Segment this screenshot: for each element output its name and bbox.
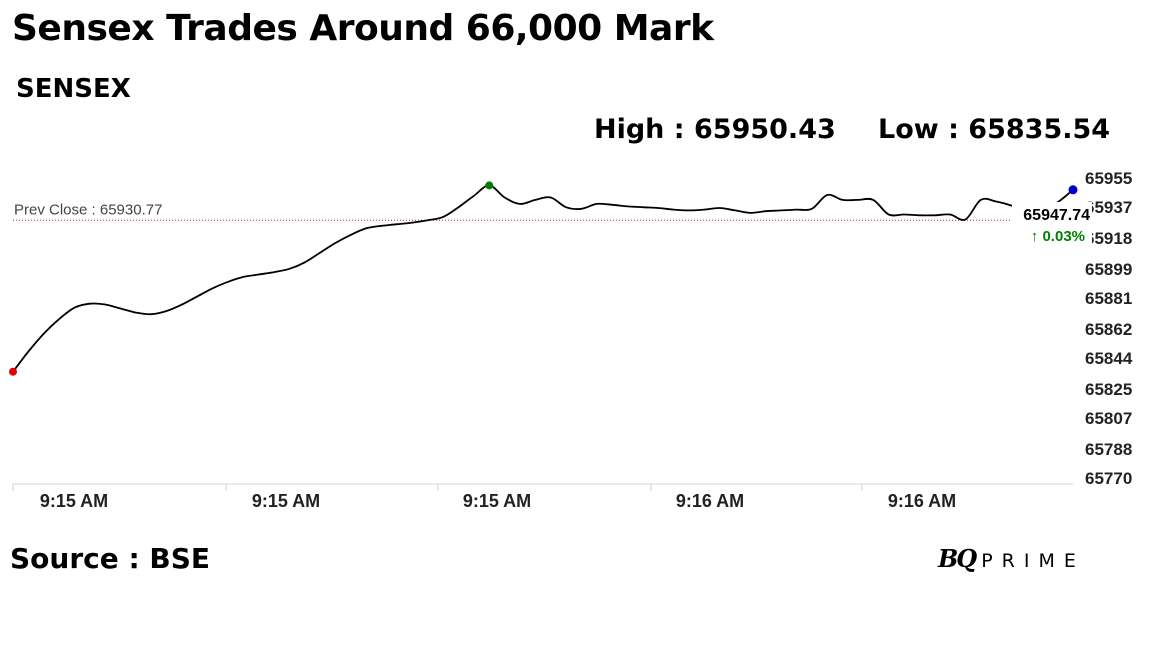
day-low-label: Low : 65835.54	[878, 114, 1111, 145]
markers-group	[9, 181, 1078, 376]
sensex-line-chart: 9:15 AM 9:15 AM 9:15 AM 9:16 AM 9:16 AM 6595…	[9, 169, 1133, 511]
start-point	[9, 367, 17, 376]
x-axis: 9:15 AM 9:15 AM 9:15 AM 9:16 AM 9:16 AM	[12, 483, 1073, 511]
last-point	[1068, 185, 1078, 195]
y-tick-label: 65862	[1085, 320, 1132, 339]
last-price-change: ↑ 0.03%	[1031, 228, 1085, 245]
logo-mark: BQ	[938, 544, 977, 573]
series-group	[12, 184, 1074, 373]
y-tick-label: 65825	[1085, 380, 1132, 399]
bq-prime-logo: BQ PRIME	[938, 544, 1085, 573]
prev-close-label: Prev Close : 65930.77	[14, 201, 162, 218]
last-price-bg	[1012, 202, 1092, 246]
sensex-series-line	[12, 184, 1074, 373]
last-price-value: 65947.74	[1023, 207, 1090, 224]
last-price-group: 65947.74 ↑ 0.03%	[1012, 202, 1092, 246]
y-tick-label: 65807	[1085, 409, 1132, 428]
x-tick-label: 9:16 AM	[676, 491, 744, 511]
source-note: Source : BSE	[10, 542, 211, 575]
y-tick-label: 65770	[1085, 469, 1132, 488]
y-tick-label: 65918	[1085, 229, 1132, 248]
y-tick-label: 65937	[1085, 198, 1132, 217]
y-tick-label: 65955	[1085, 169, 1132, 188]
y-axis: 65955 65937 65918 65899 65881 65862 65844 65825…	[1085, 169, 1133, 488]
prev-close-group: Prev Close : 65930.77	[13, 201, 1073, 221]
index-name: SENSEX	[16, 74, 131, 104]
x-tick-label: 9:15 AM	[252, 491, 320, 511]
day-high-label: High : 65950.43	[594, 114, 836, 145]
x-tick-label: 9:15 AM	[40, 491, 108, 511]
y-tick-label: 65788	[1085, 440, 1132, 459]
logo-word: PRIME	[981, 550, 1085, 572]
y-tick-label: 65844	[1085, 349, 1133, 368]
y-tick-label: 65899	[1085, 260, 1132, 279]
high-point	[485, 181, 494, 190]
y-tick-label: 65881	[1085, 289, 1132, 308]
x-tick-label: 9:16 AM	[888, 491, 956, 511]
x-tick-label: 9:15 AM	[463, 491, 531, 511]
chart-title: Sensex Trades Around 66,000 Mark	[12, 8, 714, 49]
